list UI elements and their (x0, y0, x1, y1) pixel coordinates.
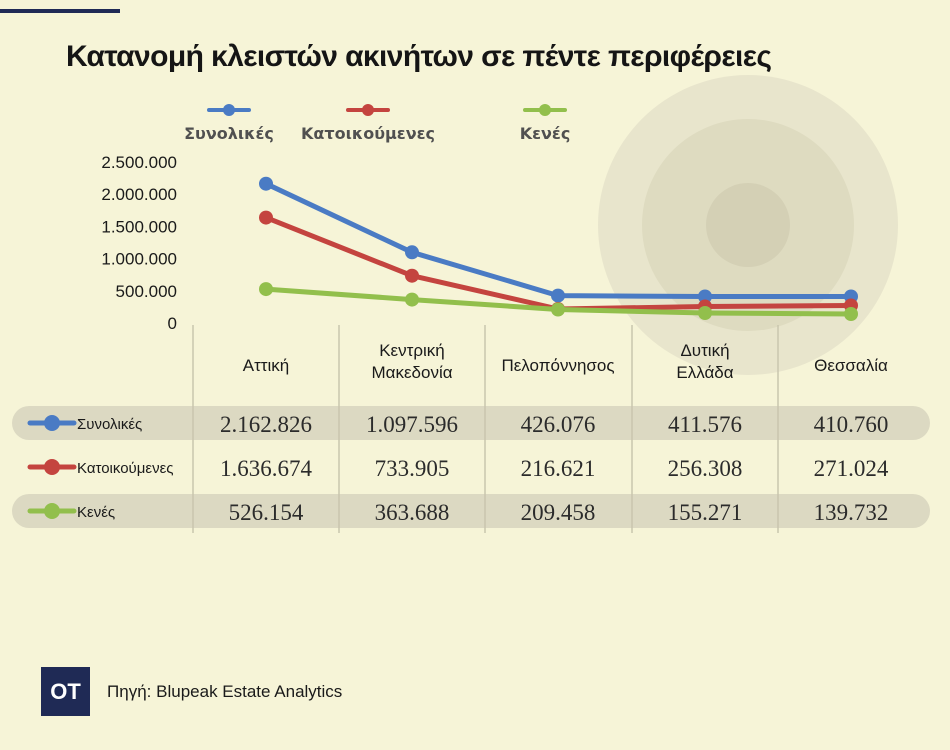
table-row-band (12, 406, 930, 440)
chart-title: Κατανομή κλειστών ακινήτων σε πέντε περι… (66, 40, 772, 73)
data-point-2-4 (844, 307, 858, 321)
table-row-label-1: Κατοικούμενες (77, 460, 174, 477)
series-line-0 (263, 181, 854, 299)
table-cell: 526.154 (229, 500, 304, 525)
table-cell: 155.271 (668, 500, 743, 525)
y-tick-label: 500.000 (116, 282, 177, 301)
table-key-marker-1 (44, 459, 60, 475)
table-cell: 426.076 (521, 412, 596, 437)
table-cell: 363.688 (375, 500, 450, 525)
table-cell: 410.760 (814, 412, 889, 437)
table-cell: 139.732 (814, 500, 889, 525)
y-tick-label: 2.000.000 (101, 185, 177, 204)
legend-label-1: Κατοικούμενες (301, 124, 435, 143)
decorative-circle-inner (706, 183, 790, 267)
y-tick-label: 2.500.000 (101, 153, 177, 172)
data-point-2-3 (698, 306, 712, 320)
table-cell: 1.097.596 (366, 412, 458, 437)
data-point-2-1 (405, 292, 419, 307)
data-point-0-0 (259, 176, 273, 191)
top-accent-rule (0, 9, 120, 13)
x-category-label: Κεντρική (379, 341, 445, 360)
legend-marker-1 (362, 104, 374, 116)
table-key-marker-0 (44, 415, 60, 431)
data-point-2-0 (259, 282, 273, 297)
x-category-label: Πελοπόννησος (501, 356, 614, 375)
data-point-0-2 (551, 288, 565, 303)
y-tick-label: 1.500.000 (101, 217, 177, 236)
table-cell: 733.905 (375, 456, 450, 481)
y-tick-label: 1.000.000 (101, 250, 177, 269)
data-point-1-0 (259, 210, 273, 225)
legend-label-2: Κενές (520, 124, 571, 143)
x-category-label: Μακεδονία (371, 363, 452, 382)
x-category-label: Δυτική (680, 341, 729, 360)
table-key-marker-2 (44, 503, 60, 519)
data-point-0-1 (405, 245, 419, 260)
legend-marker-0 (223, 104, 235, 116)
table-cell: 1.636.674 (220, 456, 313, 481)
ot-logo: ΟΤ (41, 667, 90, 716)
table-cell: 411.576 (668, 412, 742, 437)
table-row-label-2: Κενές (77, 504, 115, 521)
footer: ΟΤ Πηγή: Blupeak Estate Analytics (41, 667, 342, 716)
table-cell: 2.162.826 (220, 412, 312, 437)
data-point-0-3 (698, 289, 712, 304)
data-point-2-2 (551, 302, 565, 317)
data-point-1-1 (405, 268, 419, 283)
table-row-label-0: Συνολικές (77, 416, 142, 433)
y-tick-label: 0 (168, 314, 177, 333)
line-chart: Συνολικές Κατοικούμενες Κενές 0 500.000 1.000… (12, 104, 930, 533)
x-category-label: Ελλάδα (676, 363, 733, 382)
table-cell: 216.621 (521, 456, 596, 481)
table-row-band (12, 494, 930, 528)
x-category-label: Αττική (243, 356, 290, 375)
x-category-label: Θεσσαλία (814, 356, 888, 375)
legend-marker-2 (539, 104, 551, 116)
table-cell: 209.458 (521, 500, 596, 525)
legend-label-0: Συνολικές (184, 124, 274, 143)
table-cell: 256.308 (668, 456, 743, 481)
table-cell: 271.024 (814, 456, 889, 481)
source-note: Πηγή: Blupeak Estate Analytics (107, 681, 343, 701)
